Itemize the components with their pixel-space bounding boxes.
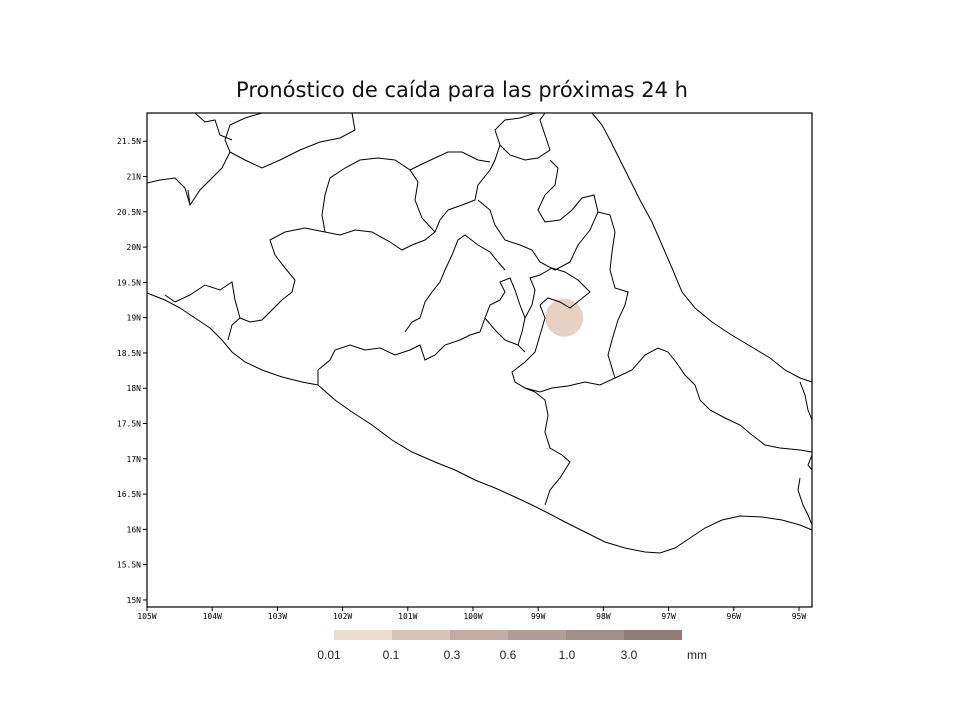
lon-tick-label: 104W [203,612,222,621]
colorbar: 0.01 0.1 0.3 0.6 1.0 3.0 mm [317,630,707,662]
colorbar-segment [392,630,450,640]
gulf-coastline [591,112,813,383]
lat-tick-label: 18N [127,384,142,393]
lat-tick-label: 15N [127,596,142,605]
lat-tick-label: 21.5N [117,137,141,146]
lon-tick-label: 97W [661,612,676,621]
lon-tick-label: 98W [596,612,611,621]
colorbar-label: 0.6 [500,648,517,662]
colorbar-label: 0.1 [383,648,400,662]
lat-tick-label: 17.5N [117,420,141,429]
lat-tick-label: 17N [127,455,142,464]
lat-tick-label: 15.5N [117,561,141,570]
lat-tick-label: 20N [127,243,142,252]
lat-tick-label: 21N [127,173,142,182]
ash-plume-area [545,298,584,337]
lon-tick-label: 96W [727,612,742,621]
colorbar-segment [624,630,682,640]
longitude-axis: 105W 104W 103W 102W 101W 100W 99W 98W 97W 96W 95W [137,607,806,621]
colorbar-segment [508,630,566,640]
colorbar-unit: mm [687,648,707,662]
lat-tick-label: 16.5N [117,490,141,499]
colorbar-label: 3.0 [621,648,638,662]
lat-tick-label: 16N [127,525,142,534]
lon-tick-label: 100W [463,612,482,621]
lat-tick-label: 20.5N [117,208,141,217]
colorbar-label: 1.0 [559,648,576,662]
colorbar-label: 0.01 [317,648,341,662]
lon-tick-label: 99W [531,612,546,621]
lon-tick-label: 105W [137,612,156,621]
lat-tick-label: 19.5N [117,278,141,287]
lon-tick-label: 101W [398,612,417,621]
lon-tick-label: 95W [792,612,807,621]
lat-tick-label: 19N [127,314,142,323]
pacific-coastline [146,292,813,554]
coastline-and-borders [146,112,813,554]
colorbar-label: 0.3 [444,648,461,662]
map-frame [146,112,813,608]
latitude-axis: 15N 15.5N 16N 16.5N 17N 17.5N 18N 18.5N 19N 19.5N… [117,137,147,605]
lon-tick-label: 102W [333,612,352,621]
colorbar-segment [450,630,508,640]
colorbar-segment [334,630,392,640]
lon-tick-label: 103W [268,612,287,621]
map-title: Pronóstico de caída para las próximas 24… [236,78,688,102]
lat-tick-label: 18.5N [117,349,141,358]
colorbar-segment [566,630,624,640]
